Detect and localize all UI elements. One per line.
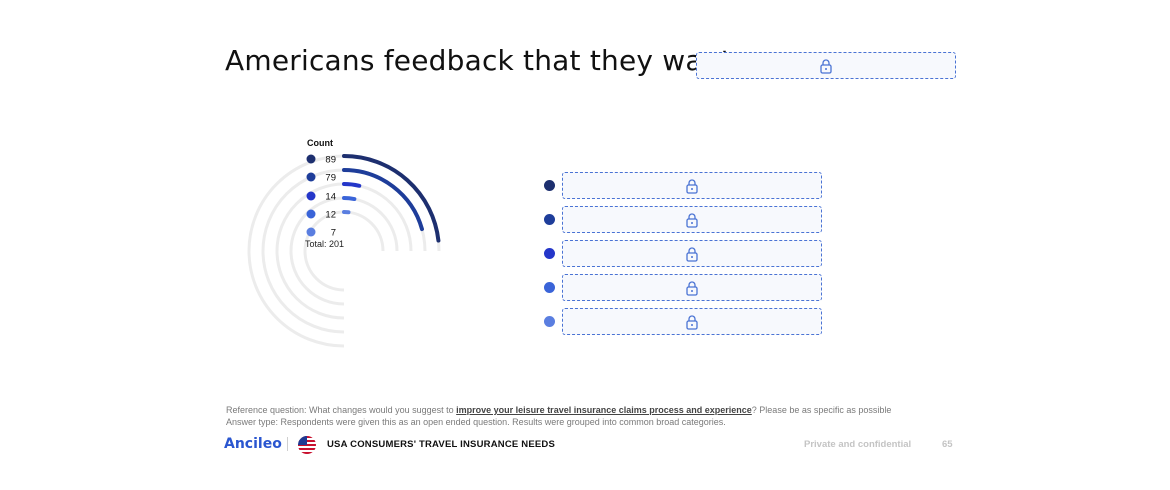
locked-category-label[interactable] [562, 240, 822, 267]
category-color-dot [544, 282, 555, 293]
lock-icon [686, 246, 698, 262]
reference-prefix: Reference question: What changes would y… [226, 405, 457, 415]
category-color-dot [544, 214, 555, 225]
value-arc [342, 182, 362, 188]
value-arc [342, 168, 424, 232]
lock-icon [686, 178, 698, 194]
legend-dot [306, 227, 316, 237]
legend-value: 89 [325, 155, 336, 166]
category-color-dot [544, 180, 555, 191]
page-number: 65 [942, 439, 953, 450]
us-flag-icon [298, 436, 316, 454]
legend-dot [306, 172, 316, 182]
lock-icon [686, 314, 698, 330]
reference-question-link[interactable]: improve your leisure travel insurance cl… [456, 405, 752, 415]
reference-suffix: ? Please be as specific as possible [751, 405, 892, 415]
answer-type-note: Answer type: Respondents were given this… [226, 417, 726, 427]
total-label: Total: 201 [305, 239, 344, 249]
lock-icon [686, 212, 698, 228]
locked-category-label[interactable] [562, 274, 822, 301]
confidential-label: Private and confidential [804, 439, 912, 450]
locked-title-box[interactable] [696, 52, 956, 79]
lock-icon [686, 280, 698, 296]
reference-note: Reference question: What changes would y… [226, 404, 891, 428]
brand-logo: Ancileo [224, 436, 282, 452]
legend-value: 79 [325, 173, 336, 184]
lock-icon [820, 58, 832, 74]
value-arc [342, 154, 441, 243]
legend-dot [306, 209, 316, 219]
legend-value: 12 [325, 210, 336, 221]
locked-category-label[interactable] [562, 206, 822, 233]
brand-divider [287, 437, 288, 451]
locked-category-label[interactable] [562, 308, 822, 335]
legend-value: 7 [331, 228, 336, 239]
report-title: USA CONSUMERS' TRAVEL INSURANCE NEEDS [327, 439, 556, 450]
legend-dot [306, 154, 316, 164]
page-title: Americans feedback that they want [225, 44, 732, 77]
category-color-dot [544, 248, 555, 259]
legend-dot [306, 191, 316, 201]
legend-title: Count [307, 138, 333, 148]
value-arc [342, 196, 357, 202]
category-color-dot [544, 316, 555, 327]
locked-category-label[interactable] [562, 172, 822, 199]
ring-track [303, 210, 385, 292]
ring-track [289, 196, 399, 306]
legend-value: 14 [325, 192, 336, 203]
ring-track [275, 182, 413, 320]
